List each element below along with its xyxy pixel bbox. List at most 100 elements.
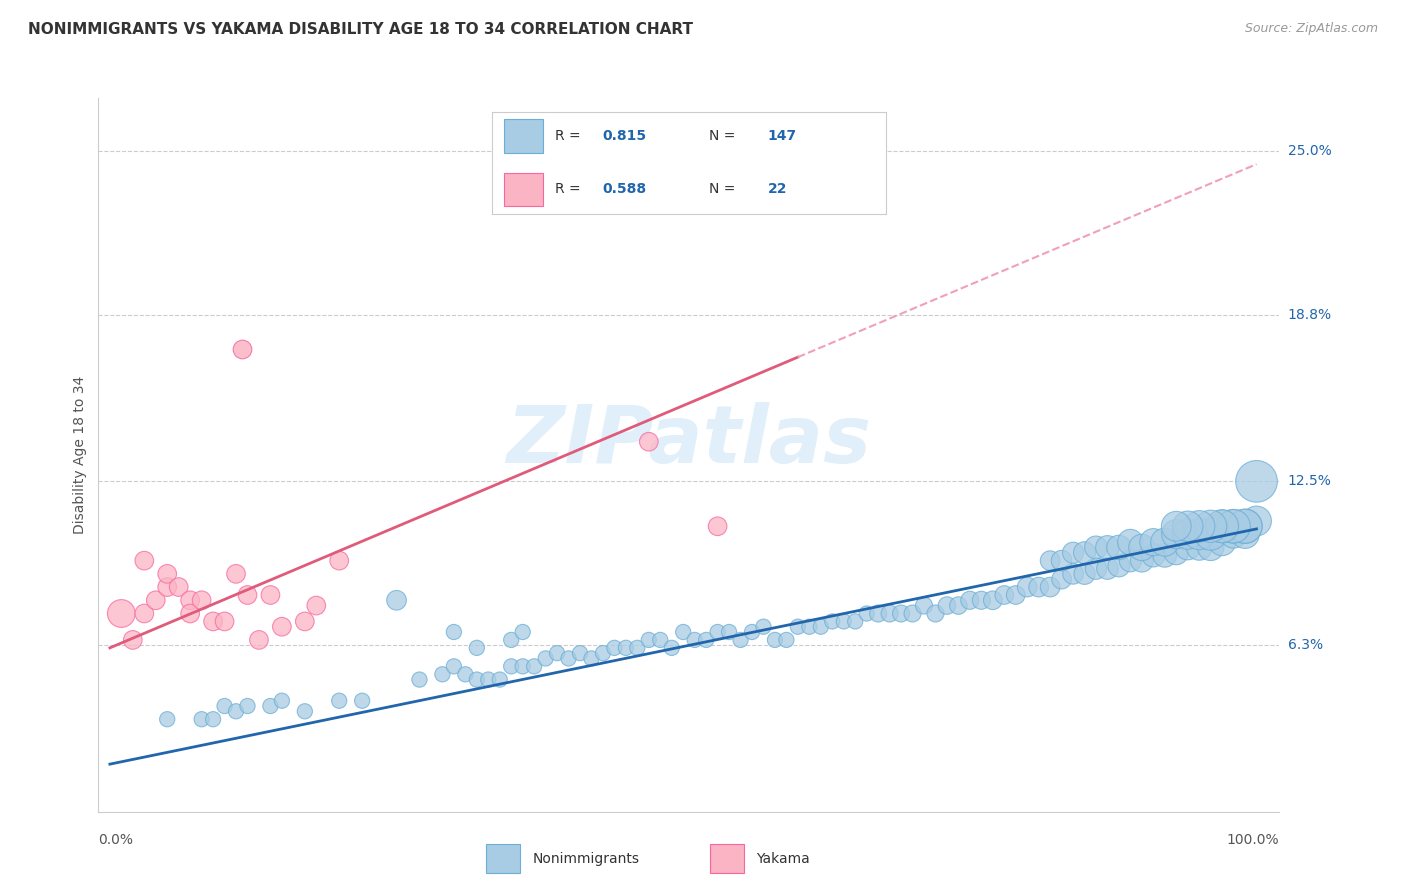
Point <box>465 673 488 687</box>
Point <box>672 625 695 640</box>
Point <box>706 519 728 533</box>
Point <box>443 659 465 673</box>
Point <box>454 667 477 681</box>
Point <box>706 625 728 640</box>
Point <box>179 607 201 621</box>
Text: 25.0%: 25.0% <box>1288 144 1331 158</box>
Point <box>855 607 877 621</box>
Point <box>1050 554 1073 568</box>
Point <box>225 566 247 581</box>
Point <box>1188 541 1211 555</box>
Point <box>912 599 935 613</box>
Text: ZIPatlas: ZIPatlas <box>506 401 872 480</box>
Point <box>1199 541 1222 555</box>
FancyBboxPatch shape <box>710 844 744 873</box>
Point <box>328 694 350 708</box>
Text: 100.0%: 100.0% <box>1227 833 1279 847</box>
Point <box>408 673 430 687</box>
Point <box>718 625 741 640</box>
Point <box>352 694 374 708</box>
Point <box>661 640 683 655</box>
Point <box>1108 541 1130 555</box>
Point <box>821 615 844 629</box>
Point <box>1028 580 1050 594</box>
Point <box>259 698 281 713</box>
Text: 0.588: 0.588 <box>602 183 647 196</box>
Point <box>1039 580 1062 594</box>
Point <box>1130 554 1153 568</box>
Point <box>935 599 957 613</box>
Point <box>1085 541 1108 555</box>
Point <box>190 712 212 726</box>
Point <box>626 640 648 655</box>
Point <box>730 632 752 647</box>
Point <box>156 566 179 581</box>
Point <box>1097 541 1119 555</box>
Point <box>1188 519 1211 533</box>
Point <box>1211 535 1233 549</box>
Point <box>832 615 855 629</box>
Point <box>1062 546 1084 560</box>
Point <box>1211 519 1233 533</box>
Point <box>110 607 132 621</box>
Point <box>1039 554 1062 568</box>
Point <box>385 593 408 607</box>
Text: Yakama: Yakama <box>756 852 810 865</box>
Point <box>236 588 259 602</box>
Point <box>1119 535 1142 549</box>
Point <box>1073 546 1095 560</box>
Point <box>546 646 568 660</box>
Text: Source: ZipAtlas.com: Source: ZipAtlas.com <box>1244 22 1378 36</box>
Point <box>134 554 156 568</box>
Point <box>477 673 499 687</box>
Text: 18.8%: 18.8% <box>1288 308 1331 322</box>
Point <box>214 615 236 629</box>
Point <box>1177 519 1199 533</box>
Point <box>775 632 797 647</box>
Point <box>247 632 270 647</box>
Point <box>603 640 626 655</box>
Point <box>695 632 717 647</box>
Point <box>156 580 179 594</box>
Point <box>523 659 546 673</box>
Point <box>294 615 316 629</box>
Point <box>569 646 592 660</box>
Text: 147: 147 <box>768 128 797 143</box>
Point <box>614 640 637 655</box>
Point <box>501 659 523 673</box>
Point <box>534 651 557 665</box>
Point <box>1177 527 1199 541</box>
Text: N =: N = <box>709 183 740 196</box>
Point <box>1246 475 1268 489</box>
Point <box>650 632 672 647</box>
Point <box>1085 561 1108 575</box>
Point <box>879 607 901 621</box>
Point <box>1211 519 1233 533</box>
Point <box>924 607 946 621</box>
Text: 0.815: 0.815 <box>602 128 647 143</box>
Point <box>1222 519 1244 533</box>
Point <box>1062 566 1084 581</box>
Point <box>581 651 603 665</box>
Point <box>512 625 534 640</box>
Point <box>592 646 614 660</box>
Point <box>1234 519 1257 533</box>
Point <box>683 632 706 647</box>
Point <box>512 659 534 673</box>
Point <box>890 607 912 621</box>
Point <box>763 632 786 647</box>
Y-axis label: Disability Age 18 to 34: Disability Age 18 to 34 <box>73 376 87 534</box>
Point <box>214 698 236 713</box>
Point <box>993 588 1015 602</box>
Text: 0.0%: 0.0% <box>98 833 134 847</box>
Point <box>786 620 808 634</box>
Point <box>305 599 328 613</box>
Point <box>294 704 316 718</box>
Point <box>1222 527 1244 541</box>
Point <box>202 712 225 726</box>
Point <box>1166 527 1188 541</box>
Point <box>844 615 866 629</box>
Point <box>202 615 225 629</box>
Point <box>981 593 1004 607</box>
Text: 6.3%: 6.3% <box>1288 638 1323 652</box>
